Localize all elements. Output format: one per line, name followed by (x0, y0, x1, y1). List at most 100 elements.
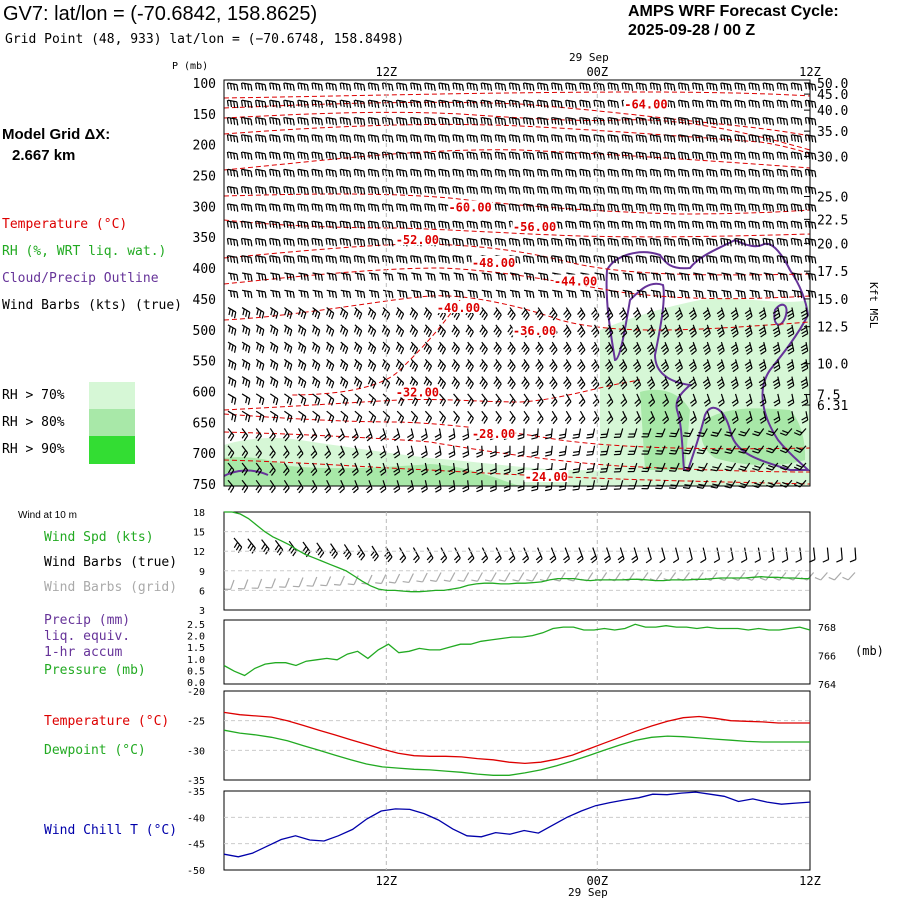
wind-barb (517, 428, 525, 440)
wind-barb (758, 359, 767, 373)
wind-barb (325, 255, 338, 264)
wind-barb (507, 376, 516, 390)
wind-barb (607, 99, 620, 109)
wind-barb (577, 324, 586, 338)
isotherm-label-bg (623, 97, 668, 110)
wind-barb (724, 462, 737, 472)
isotherm-label-bg (436, 301, 481, 314)
wind-barb (600, 462, 610, 473)
wind-barb (367, 203, 380, 212)
wind-barb (565, 168, 577, 178)
wind-barb (621, 168, 634, 178)
wind-barb (677, 168, 690, 178)
wind-barb (526, 572, 539, 582)
wind-barb (618, 359, 628, 373)
wind-barb (635, 237, 648, 247)
wind-barb (226, 99, 239, 109)
wind-barb (311, 116, 323, 126)
wind-barb (773, 411, 781, 424)
wind-barb (283, 186, 295, 195)
wind-barb (621, 186, 634, 195)
windchill-tick: -35 (187, 787, 205, 798)
wind-barb (440, 547, 448, 564)
wind-barb (591, 324, 600, 338)
wind-barb (777, 289, 789, 299)
wind-barb (738, 445, 751, 454)
wind-barb (720, 134, 732, 143)
wind-barb (481, 289, 493, 299)
wind-barb (536, 393, 544, 407)
wind-barb (655, 462, 666, 472)
wind-barb (586, 445, 596, 456)
wind-barb (564, 393, 572, 407)
wind-barb (786, 359, 795, 372)
wind-barb (494, 134, 507, 143)
panel-frame (223, 79, 811, 487)
wind-barb (339, 341, 349, 354)
wind-barb (256, 289, 267, 299)
wind-barb (759, 393, 767, 407)
wind-barb (255, 462, 262, 476)
wind-barb (696, 480, 708, 489)
wind-barb (536, 410, 544, 425)
wind-barb (426, 547, 434, 564)
wind-barb (507, 359, 516, 373)
wind-barb (804, 203, 817, 212)
wind-barb (424, 186, 436, 195)
height-tick: 10.0 (817, 358, 848, 373)
wind-barb (735, 289, 746, 299)
wind-barb (395, 220, 408, 230)
wind-barb (410, 186, 422, 195)
wind-barb (297, 99, 309, 109)
wind-barb (522, 203, 535, 212)
wind-barb (551, 82, 563, 91)
wind-barb (353, 186, 366, 195)
wind-barb (593, 203, 605, 212)
wind-barb (395, 255, 408, 264)
wind-barb (605, 376, 614, 390)
wind-barb (381, 99, 394, 109)
wind-barb (255, 116, 267, 126)
wind-barb (298, 341, 307, 354)
wind-barb (718, 572, 732, 581)
wind-barb (282, 428, 290, 442)
wind-barb (462, 445, 470, 458)
wind-barb (467, 289, 479, 299)
wind-barb (282, 445, 290, 459)
wind-barb (577, 307, 586, 321)
wind-barb (452, 134, 464, 143)
wind-barb (606, 410, 614, 425)
wind-barb (240, 99, 253, 109)
wind-barb (310, 445, 318, 459)
wind-barb (635, 168, 648, 178)
wind-barb (325, 116, 338, 126)
wind-barb (226, 168, 239, 178)
pressure-tick: 650 (193, 416, 216, 431)
wind-barb (720, 203, 732, 212)
wind-tick: 15 (193, 528, 205, 539)
isotherm-label-bg (395, 385, 440, 398)
wind-barb (717, 411, 725, 425)
wind-barb (716, 376, 725, 390)
wind-barb (365, 462, 373, 476)
wind-barb (607, 186, 620, 195)
wind-barb (730, 307, 739, 321)
wind-barb (425, 289, 436, 299)
wind-barb (226, 220, 239, 230)
wind-barb (766, 445, 779, 454)
wind-barb (325, 376, 335, 389)
wind-barb (692, 82, 704, 91)
wind-barb (269, 186, 281, 195)
legend-liq-equiv: liq. equiv. (44, 629, 131, 644)
wind-barb (635, 82, 648, 91)
wind-barb (786, 376, 795, 390)
wind-barb (730, 376, 739, 390)
wind-barb (298, 272, 309, 281)
wind-barb (424, 134, 436, 143)
wind-barb (677, 82, 690, 91)
legend-1hr-accum: 1-hr accum (44, 645, 123, 660)
wind-barb (381, 116, 394, 126)
isotherm-label-bg (553, 274, 598, 287)
wind-barb (682, 445, 694, 455)
height-tick: 50.0 (817, 77, 848, 92)
